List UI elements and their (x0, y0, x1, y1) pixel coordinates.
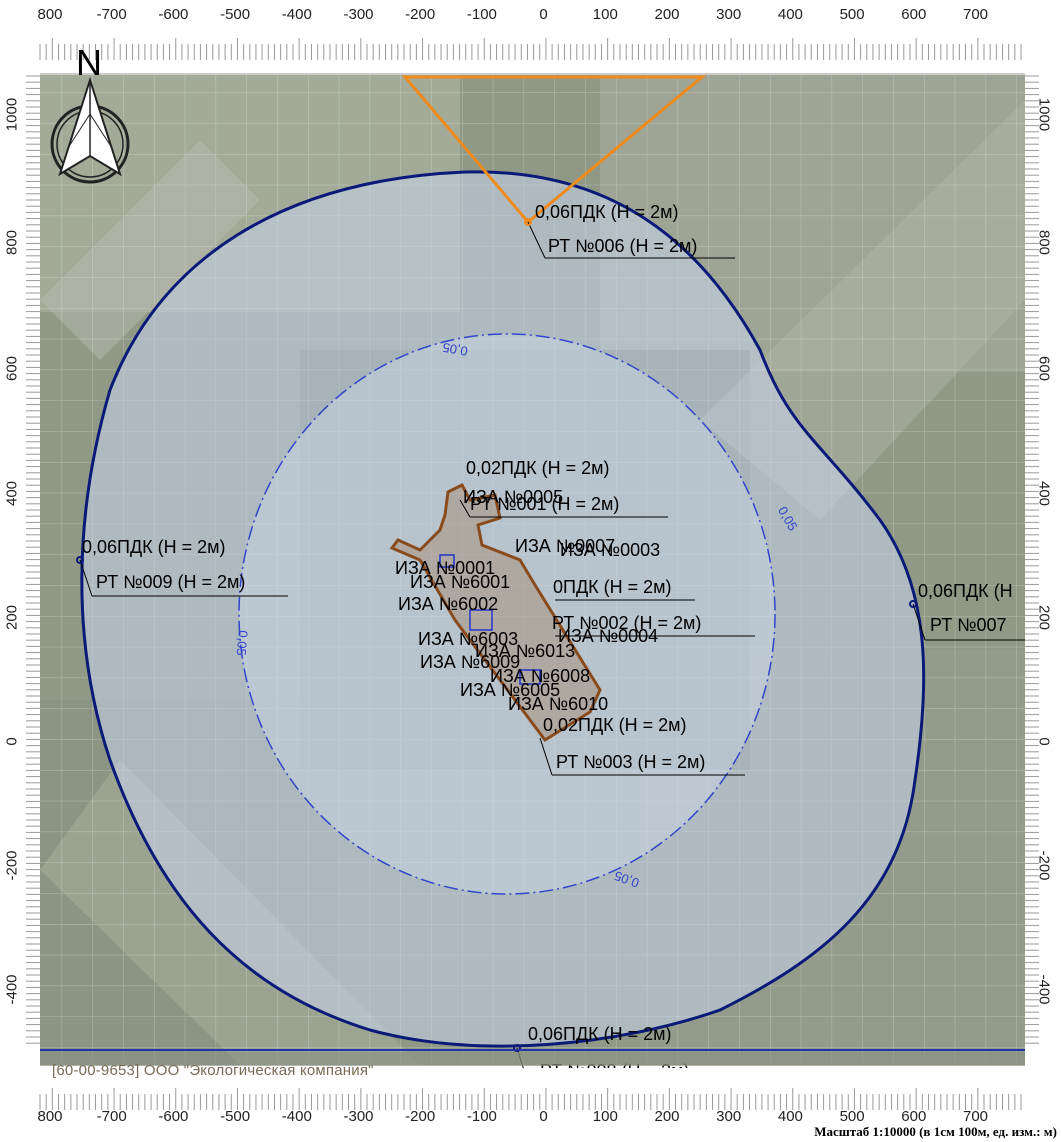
x-tick-label: -300 (343, 1108, 374, 1125)
inner-isoline (238, 333, 776, 895)
y-tick-label: 600 (1035, 355, 1053, 382)
north-arrow-icon (50, 76, 130, 184)
y-tick-label: 400 (1035, 480, 1053, 507)
x-tick-label: 500 (839, 1108, 865, 1125)
rt007-label: РТ №007 (930, 615, 1007, 635)
rt006-pdk-label: 0,06ПДК (H = 2м) (535, 202, 679, 222)
x-tick-label: 200 (654, 6, 680, 23)
y-tick-label: 1000 (1035, 97, 1053, 132)
x-tick-label: -500 (220, 6, 251, 23)
x-tick-label: 700 (962, 6, 989, 23)
scale-label: Масштаб 1:10000 (в 1см 100м, ед. изм.: м… (814, 1124, 1057, 1139)
leader-line (912, 603, 926, 641)
rt001-pdk-label: 0,02ПДК (H = 2м) (466, 458, 610, 478)
site-building (469, 609, 493, 631)
rt001-label: РТ №001 (H = 2м) (470, 494, 619, 514)
rt003-label: РТ №003 (H = 2м) (556, 752, 705, 772)
iza-label: ИЗА №0004 (558, 626, 658, 646)
map-border-strip (40, 1052, 1025, 1066)
north-label: N (76, 42, 102, 83)
leader-line (539, 737, 553, 776)
rt002-pdk-label: 0ПДК (H = 2м) (553, 577, 672, 597)
x-tick-label: 0 (539, 6, 548, 23)
rt008-pdk-label: 0,06ПДК (H = 2м) (528, 1024, 672, 1044)
y-tick-label: 1000 (3, 97, 21, 132)
rt006-point[interactable] (524, 218, 532, 226)
sector-triangle (401, 75, 707, 225)
iza-label: ИЗА №6013 (475, 641, 575, 661)
x-tick-label: 700 (962, 1108, 989, 1125)
x-tick-label: -400 (281, 1108, 312, 1125)
rt007-pdk-label: 0,06ПДК (Н (918, 581, 1013, 601)
x-tick-label: -100 (466, 6, 497, 23)
rt007-point[interactable] (909, 600, 917, 608)
x-tick-label: 0 (539, 1108, 548, 1125)
site-outline (389, 483, 602, 742)
x-tick-label: 500 (839, 6, 865, 23)
x-tick-label: -600 (158, 6, 189, 23)
iza-label: ИЗА №6009 (420, 652, 520, 672)
y-tick-label: 800 (3, 229, 21, 256)
iza-label: ИЗА №6001 (410, 572, 510, 592)
x-tick-label: -600 (158, 1108, 189, 1125)
x-tick-label: 100 (592, 1108, 618, 1125)
y-tick-label: -400 (3, 974, 21, 1005)
y-tick-label: 200 (1035, 604, 1053, 631)
iza-label: ИЗА №6008 (490, 666, 590, 686)
iza-label: ИЗА №6010 (508, 694, 608, 714)
isoline-label: 0,05 (441, 340, 469, 359)
x-tick-label: -200 (405, 6, 436, 23)
company-label: [60-00-9653] ООО "Экологическая компания… (52, 1062, 374, 1079)
iza-labels: ИЗА №0005 ИЗА №0007 ИЗА №0003 ИЗА №0001 … (395, 487, 660, 714)
iza-label: ИЗА №0005 (463, 487, 563, 507)
iza-label: ИЗА №6002 (398, 594, 498, 614)
x-tick-label: 300 (716, 6, 742, 23)
x-tick-label: -500 (220, 1108, 251, 1125)
y-tick-label: -200 (3, 850, 21, 881)
rt009-label: РТ №009 (H = 2м) (96, 572, 245, 592)
iza-label: ИЗА №0001 (395, 558, 495, 578)
x-tick-label: -100 (466, 1108, 497, 1125)
y-tick-label: 0 (1035, 737, 1053, 746)
y-tick-label: 600 (3, 355, 21, 382)
y-tick-label: 400 (3, 480, 21, 507)
rt003-pdk-label: 0,02ПДК (H = 2м) (543, 715, 687, 735)
x-tick-label: 100 (592, 6, 618, 23)
map-top-strip (40, 60, 1025, 74)
outer-isoline-fill (80, 170, 926, 1048)
x-tick-label: 600 (901, 6, 927, 23)
x-tick-label: -700 (96, 6, 127, 23)
x-tick-label: 300 (716, 1108, 742, 1125)
y-tick-label: 0 (3, 737, 21, 746)
site-building (439, 554, 455, 568)
rt009-point[interactable] (76, 556, 84, 564)
site-building (519, 669, 541, 685)
rt002-label: РТ №002 (H = 2м) (552, 613, 701, 633)
y-tick-label: -400 (1035, 974, 1053, 1005)
y-tick-label: 200 (3, 604, 21, 631)
leader-line (79, 559, 93, 597)
iza-label: ИЗА №0003 (560, 540, 660, 560)
y-tick-label: -200 (1035, 850, 1053, 881)
x-tick-label: 800 (37, 6, 63, 23)
iza-label: ИЗА №6005 (460, 680, 560, 700)
x-tick-label: -700 (96, 1108, 127, 1125)
x-tick-label: 600 (901, 1108, 927, 1125)
iza-label: ИЗА №6003 (418, 629, 518, 649)
x-tick-label: -300 (343, 6, 374, 23)
leader-line (527, 221, 546, 259)
x-tick-label: 400 (777, 6, 803, 23)
iza-label: ИЗА №0007 (515, 536, 615, 556)
x-tick-label: 200 (654, 1108, 680, 1125)
y-tick-label: 800 (1035, 229, 1053, 256)
rt006-label: РТ №006 (H = 2м) (548, 236, 697, 256)
x-tick-label: -400 (281, 6, 312, 23)
rt009-pdk-label: 0,06ПДК (H = 2м) (82, 537, 226, 557)
x-tick-label: -200 (405, 1108, 436, 1125)
isoline-label: 0,05 (234, 630, 251, 657)
x-tick-label: 400 (777, 1108, 803, 1125)
x-tick-label: 800 (37, 1108, 63, 1125)
leader-line (459, 499, 471, 518)
